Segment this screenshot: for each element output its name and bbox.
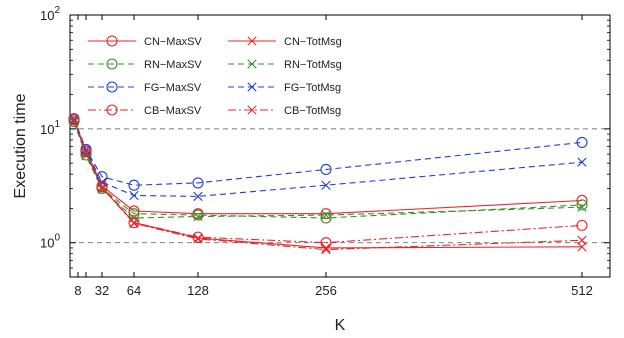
data-point: [321, 180, 331, 190]
series-line: [73, 119, 583, 244]
data-point: [193, 234, 203, 244]
series-group: [68, 113, 588, 255]
data-point: [576, 136, 588, 148]
data-point: [128, 217, 140, 229]
series-line: [73, 121, 583, 219]
legend-marker: [247, 59, 257, 69]
legend-label: RN−TotMsg: [284, 59, 342, 71]
legend-marker: [106, 104, 118, 116]
series-cn-maxsv: [68, 114, 588, 220]
data-point: [129, 190, 139, 201]
data-point: [192, 177, 204, 189]
data-point: [320, 237, 332, 249]
data-point: [577, 157, 587, 167]
x-axis-label: K: [335, 317, 346, 334]
data-point: [97, 184, 107, 194]
x-tick-label: 512: [571, 283, 593, 298]
data-point: [321, 244, 331, 255]
data-point: [577, 242, 587, 252]
data-point: [576, 199, 588, 211]
legend: CN−MaxSV CN−TotMsg RN−MaxSV RN−TotMsg FG−Max…: [80, 26, 372, 123]
data-point: [320, 212, 332, 224]
data-point: [576, 194, 588, 207]
legend-marker: [106, 58, 118, 70]
legend-marker: [106, 81, 118, 93]
data-point: [81, 147, 91, 158]
series-fg-maxsv: [68, 113, 588, 191]
series-rn-totmsg: [69, 117, 587, 223]
x-tick-label: 32: [95, 283, 109, 298]
series-cb-totmsg: [69, 115, 587, 255]
legend-marker: [106, 35, 118, 47]
data-point: [321, 210, 331, 220]
data-point: [69, 117, 79, 127]
x-tick-label: 64: [127, 283, 141, 298]
y-tick-label: 101: [40, 119, 60, 137]
data-point: [193, 191, 203, 202]
data-point: [577, 202, 587, 212]
series-fg-totmsg: [69, 114, 587, 202]
data-point: [69, 114, 79, 124]
x-tick-label: 128: [187, 283, 209, 298]
data-point: [128, 179, 140, 191]
legend-label: CN−MaxSV: [144, 36, 202, 48]
x-axis: 8 32 64 128 256 512: [74, 15, 593, 298]
y-axis-label: Execution time: [12, 93, 29, 198]
data-point: [128, 205, 140, 217]
legend-label: CB−MaxSV: [144, 105, 202, 117]
legend-label: FG−TotMsg: [284, 82, 341, 94]
y-tick-label: 100: [40, 233, 60, 251]
y-axis: 100 101 102: [40, 5, 610, 278]
legend-label: CB−TotMsg: [284, 105, 341, 117]
data-point: [576, 219, 588, 231]
data-point: [577, 235, 587, 245]
legend-marker: [247, 36, 257, 46]
data-point: [129, 218, 139, 228]
x-tick-label: 8: [74, 283, 81, 298]
series-cb-maxsv: [68, 113, 588, 249]
legend-marker: [247, 105, 257, 115]
data-point: [97, 182, 107, 193]
y-tick-label: 102: [40, 5, 60, 23]
plot-area-border: [69, 14, 611, 278]
data-point: [96, 181, 108, 193]
series-line: [73, 119, 583, 215]
data-point: [68, 113, 80, 125]
data-point: [80, 146, 92, 158]
legend-label: FG−MaxSV: [144, 82, 202, 94]
legend-label: CN−TotMsg: [284, 36, 342, 48]
data-point: [320, 208, 332, 220]
legend-marker: [247, 82, 257, 92]
legend-box: [80, 26, 372, 123]
data-point: [320, 163, 332, 176]
data-point: [69, 115, 79, 125]
data-point: [192, 209, 204, 221]
legend-label: RN−MaxSV: [144, 59, 202, 71]
x-tick-label: 256: [315, 283, 337, 298]
data-point: [193, 211, 203, 222]
